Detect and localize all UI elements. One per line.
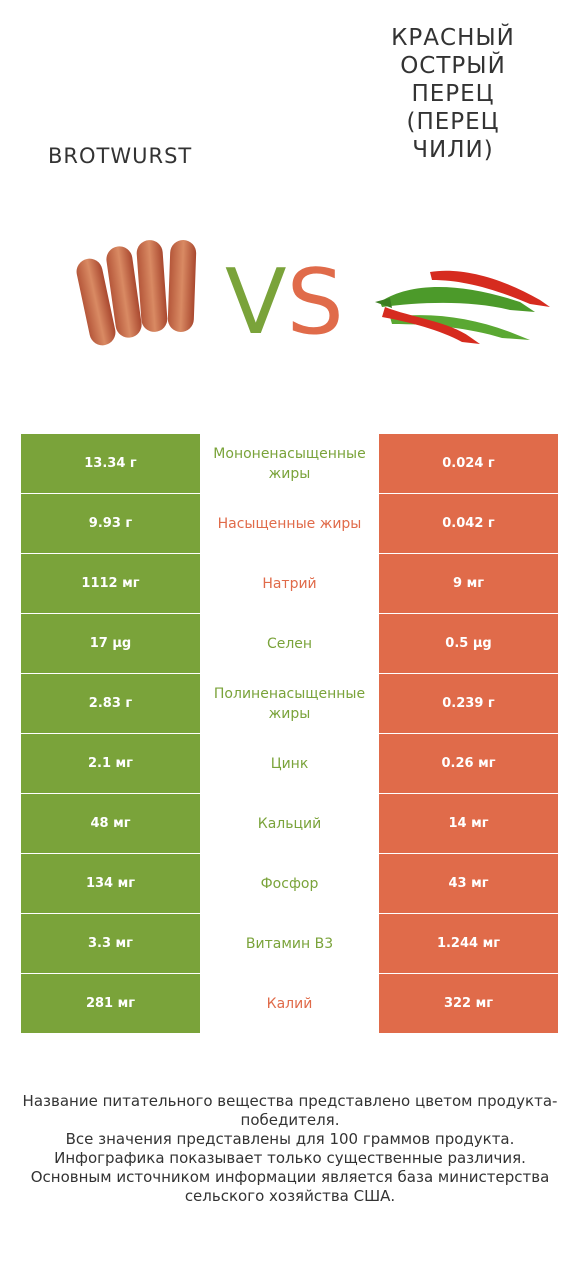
comparison-table: 13.34 г Мононенасыщенные жиры 0.024 г 9.93 … — [21, 434, 558, 1034]
left-value: 48 мг — [21, 794, 200, 853]
footnote-line-4: Основным источником информации является … — [30, 1168, 550, 1205]
right-product-title: КРАСНЫЙ ОСТРЫЙ ПЕРЕЦ (ПЕРЕЦ ЧИЛИ) — [391, 25, 515, 163]
table-row: 13.34 г Мононенасыщенные жиры 0.024 г — [21, 434, 558, 493]
nutrient-label: Селен — [200, 614, 379, 673]
right-value: 14 мг — [379, 794, 558, 853]
left-value: 2.83 г — [21, 674, 200, 733]
table-row: 48 мг Кальций 14 мг — [21, 794, 558, 853]
right-value: 0.042 г — [379, 494, 558, 553]
right-value: 322 мг — [379, 974, 558, 1033]
table-row: 9.93 г Насыщенные жиры 0.042 г — [21, 494, 558, 553]
chili-pepper-image — [375, 270, 550, 344]
table-row: 3.3 мг Витамин B3 1.244 мг — [21, 914, 558, 973]
left-value: 13.34 г — [21, 434, 200, 493]
footnote-line-3: Инфографика показывает только существенн… — [54, 1149, 526, 1167]
vs-label: VS — [225, 258, 344, 348]
nutrient-label: Полиненасыщенные жиры — [200, 674, 379, 733]
footnote-line-2: Все значения представлены для 100 граммо… — [65, 1130, 515, 1148]
right-value: 43 мг — [379, 854, 558, 913]
left-value: 281 мг — [21, 974, 200, 1033]
right-value: 0.26 мг — [379, 734, 558, 793]
table-row: 2.1 мг Цинк 0.26 мг — [21, 734, 558, 793]
nutrient-label: Кальций — [200, 794, 379, 853]
left-value: 1112 мг — [21, 554, 200, 613]
left-value: 2.1 мг — [21, 734, 200, 793]
nutrient-label: Насыщенные жиры — [200, 494, 379, 553]
footnote: Название питательного вещества представл… — [20, 1092, 560, 1206]
table-row: 17 µg Селен 0.5 µg — [21, 614, 558, 673]
nutrient-label: Цинк — [200, 734, 379, 793]
left-value: 134 мг — [21, 854, 200, 913]
table-row: 2.83 г Полиненасыщенные жиры 0.239 г — [21, 674, 558, 733]
right-value: 0.239 г — [379, 674, 558, 733]
nutrient-label: Мононенасыщенные жиры — [200, 434, 379, 493]
left-product-title: BROTWURST — [48, 144, 193, 168]
left-value: 3.3 мг — [21, 914, 200, 973]
right-value: 9 мг — [379, 554, 558, 613]
footnote-line-1: Название питательного вещества представл… — [22, 1092, 558, 1129]
table-row: 281 мг Калий 322 мг — [21, 974, 558, 1033]
table-row: 134 мг Фосфор 43 мг — [21, 854, 558, 913]
left-value: 9.93 г — [21, 494, 200, 553]
sausage-image — [76, 240, 197, 346]
nutrient-label: Фосфор — [200, 854, 379, 913]
nutrient-label: Натрий — [200, 554, 379, 613]
vs-s: S — [286, 250, 344, 355]
right-value: 1.244 мг — [379, 914, 558, 973]
nutrient-label: Витамин B3 — [200, 914, 379, 973]
table-row: 1112 мг Натрий 9 мг — [21, 554, 558, 613]
nutrient-label: Калий — [200, 974, 379, 1033]
right-value: 0.5 µg — [379, 614, 558, 673]
right-value: 0.024 г — [379, 434, 558, 493]
vs-v: V — [225, 250, 287, 355]
left-value: 17 µg — [21, 614, 200, 673]
